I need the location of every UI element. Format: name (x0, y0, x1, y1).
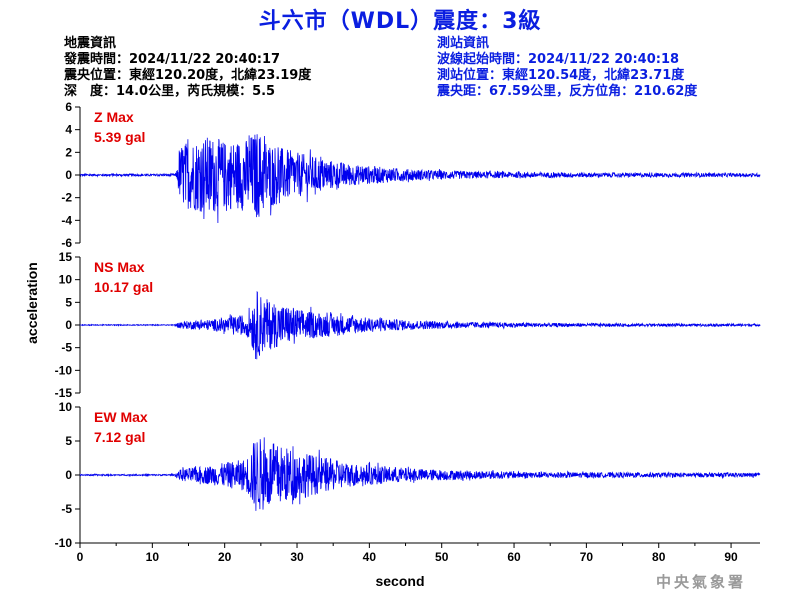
y-axis-label: acceleration (24, 262, 40, 344)
y-tick-label: -2 (61, 191, 72, 205)
y-tick-label: -4 (61, 213, 72, 227)
y-tick-label: -10 (55, 536, 73, 550)
y-tick-label: 6 (65, 100, 72, 114)
chart-title: 斗六市（WDL）震度：3級 (258, 9, 542, 34)
y-tick-label: 4 (65, 123, 72, 137)
x-tick-label: 40 (363, 550, 377, 564)
y-tick-label: -5 (61, 341, 72, 355)
station-distance: 震央距：67.59公里，反方位角：210.62度 (437, 84, 698, 99)
event-info-block: 地震資訊 發震時間：2024/11/22 20:40:17 震央位置：東經120… (64, 36, 311, 100)
x-tick-label: 90 (724, 550, 738, 564)
max-label-z: Z Max (94, 109, 134, 125)
y-tick-label: -15 (55, 386, 73, 400)
y-tick-label: 10 (59, 273, 73, 287)
y-tick-label: 5 (65, 434, 72, 448)
x-tick-label: 10 (146, 550, 160, 564)
x-tick-label: 60 (507, 550, 521, 564)
x-tick-label: 0 (77, 550, 84, 564)
x-tick-label: 50 (435, 550, 449, 564)
station-location: 測站位置：東經120.54度，北緯23.71度 (437, 68, 685, 83)
waveform-z (79, 134, 761, 224)
station-info-block: 測站資訊 波線起始時間：2024/11/22 20:40:18 測站位置：東經1… (437, 36, 697, 100)
x-tick-label: 80 (652, 550, 666, 564)
x-tick-label: 20 (218, 550, 232, 564)
y-tick-label: 15 (59, 250, 73, 264)
waveform-ns (79, 290, 761, 360)
max-value-ew: 7.12 gal (94, 429, 145, 445)
y-tick-label: 0 (65, 168, 72, 182)
station-wave-start: 波線起始時間：2024/11/22 20:40:18 (437, 52, 680, 67)
y-tick-label: 0 (65, 318, 72, 332)
y-tick-label: 10 (59, 400, 73, 414)
x-tick-label: 70 (580, 550, 594, 564)
max-value-z: 5.39 gal (94, 129, 145, 145)
max-value-ns: 10.17 gal (94, 279, 153, 295)
agency-credit: 中央氣象署 (656, 573, 747, 591)
station-info-heading: 測站資訊 (437, 36, 490, 51)
waveform-ew (79, 437, 761, 511)
event-time: 發震時間：2024/11/22 20:40:17 (64, 52, 281, 67)
event-epicenter: 震央位置：東經120.20度，北緯23.19度 (64, 68, 312, 83)
x-tick-label: 30 (290, 550, 304, 564)
y-tick-label: -6 (61, 236, 72, 250)
max-label-ew: EW Max (94, 409, 148, 425)
max-label-ns: NS Max (94, 259, 145, 275)
event-depth-magnitude: 深 度：14.0公里，芮氏規模：5.5 (64, 84, 276, 99)
y-tick-label: 2 (65, 145, 72, 159)
y-tick-label: 5 (65, 295, 72, 309)
y-tick-label: -5 (61, 502, 72, 516)
x-axis-label: second (375, 573, 424, 589)
event-info-heading: 地震資訊 (64, 36, 117, 51)
y-tick-label: 0 (65, 468, 72, 482)
y-tick-label: -10 (55, 363, 73, 377)
